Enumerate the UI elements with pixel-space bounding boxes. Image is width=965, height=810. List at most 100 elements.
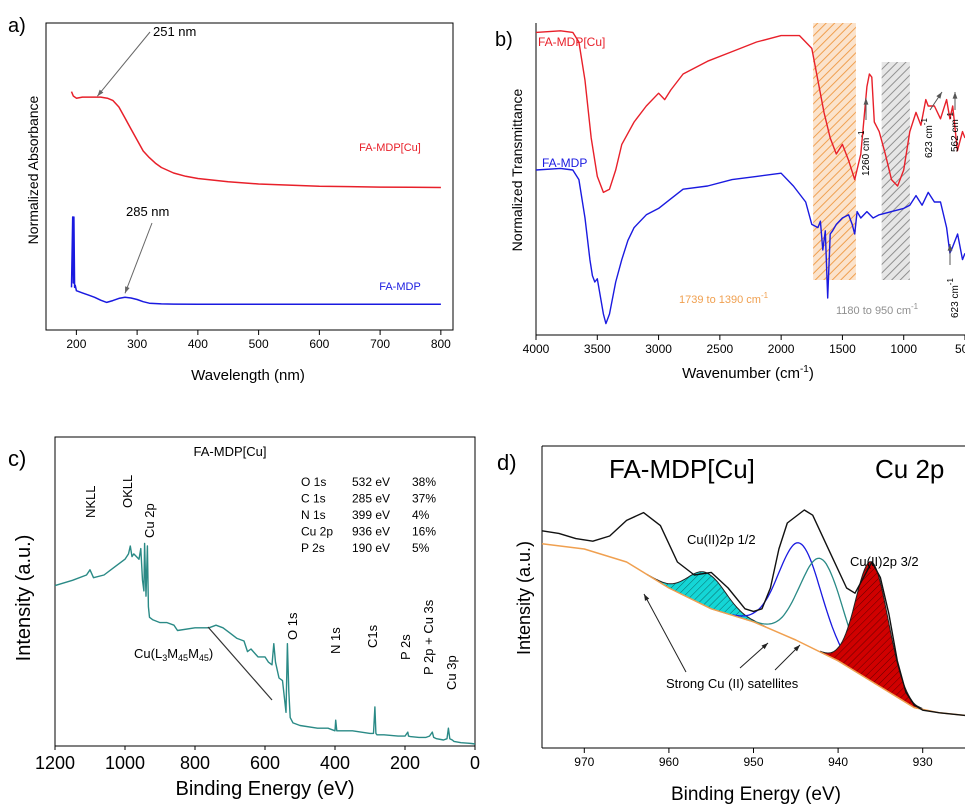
panel-label-a: a) — [8, 15, 26, 37]
d-arrow-sat-2-head — [761, 643, 768, 650]
d-x-tick-label: 930 — [913, 755, 933, 769]
d-label-satellites: Strong Cu (II) satellites — [666, 676, 799, 691]
d-series-background — [541, 543, 965, 717]
d-x-tick-label: 940 — [828, 755, 848, 769]
b-annot-1260: 1260 cm-1 — [857, 130, 872, 176]
c-auger-label: Cu(L3M45M45) — [134, 646, 213, 663]
d-label-p12: Cu(II)2p 1/2 — [687, 532, 756, 547]
panel-a: a) Normalized Absorbance Wavelength (nm)… — [8, 15, 454, 384]
b-series-label-famdp: FA-MDP — [542, 156, 587, 170]
d-peak-0 — [646, 571, 767, 628]
a-x-tick-label: 300 — [127, 337, 147, 351]
d-arrow-sat-1-shaft — [643, 593, 687, 673]
d-x-tick-label: 950 — [743, 755, 763, 769]
d-x-tick-label: 970 — [574, 755, 594, 769]
c-comp-element: N 1s — [301, 508, 326, 522]
d-arrow-sat-1 — [643, 593, 687, 673]
a-arrow-285-head — [125, 286, 130, 294]
c-comp-element: C 1s — [301, 492, 326, 506]
c-xlabel: Binding Energy (eV) — [176, 778, 355, 800]
a-series-label-famdp: FA-MDP — [379, 281, 421, 293]
c-peak-label: P 2p + Cu 3s — [421, 599, 436, 675]
c-series-survey — [54, 542, 476, 745]
panel-label-d: d) — [497, 450, 517, 475]
c-comp-energy: 936 eV — [352, 525, 390, 539]
c-comp-energy: 399 eV — [352, 508, 390, 522]
a-arrow-251-shaft — [96, 31, 151, 97]
panel-c: c) Intensity (a.u.) Binding Energy (eV) … — [8, 436, 480, 800]
b-arrow-623-head — [947, 244, 953, 251]
d-title: FA-MDP[Cu] — [609, 454, 755, 484]
b-annot-623-cu: 623 cm-1 — [920, 118, 935, 158]
c-auger-bracket — [207, 626, 273, 701]
b-xlabel: Wavenumber (cm-1) — [682, 364, 814, 382]
c-peak-label: Cu 2p — [142, 503, 157, 538]
c-peak-label: C1s — [365, 624, 380, 648]
b-annot-562: 562 cm-1 — [946, 112, 961, 152]
c-peak-label: N 1s — [328, 627, 343, 654]
panel-d: d) Intensity (a.u.) Binding Energy (eV) … — [497, 445, 965, 805]
b-x-tick-label: 2500 — [707, 342, 734, 356]
panel-b: b) Normalized Transmittance Wavenumber (… — [495, 23, 965, 382]
c-comp-element: O 1s — [301, 475, 326, 489]
c-peak-label: NKLL — [83, 485, 98, 518]
b-series-famdpcu — [535, 30, 965, 194]
a-x-tick-label: 500 — [249, 337, 269, 351]
c-comp-energy: 190 eV — [352, 541, 390, 555]
a-xlabel: Wavelength (nm) — [191, 367, 305, 384]
a-x-tick-label: 400 — [188, 337, 208, 351]
d-label-p32: Cu(II)2p 3/2 — [850, 554, 919, 569]
a-arrow-251 — [96, 31, 151, 97]
c-comp-element: P 2s — [301, 541, 325, 555]
b-x-tick-label: 2000 — [768, 342, 795, 356]
c-title: FA-MDP[Cu] — [194, 444, 267, 459]
b-band-gray — [881, 62, 910, 280]
a-plot-frame — [45, 22, 454, 331]
b-arrow-1260 — [863, 98, 869, 120]
c-comp-energy: 532 eV — [352, 475, 390, 489]
d-arrow-sat-2 — [739, 642, 769, 669]
b-x-tick-label: 4000 — [523, 342, 550, 356]
panel-label-c: c) — [8, 446, 26, 471]
c-comp-percent: 38% — [412, 475, 436, 489]
a-x-tick-label: 800 — [431, 337, 451, 351]
b-x-tick-label: 1500 — [829, 342, 856, 356]
d-ylabel: Intensity (a.u.) — [514, 541, 534, 655]
b-x-tick-label: 3000 — [645, 342, 672, 356]
b-arrow-562-head — [952, 92, 958, 99]
b-annot-623: 623 cm-1 — [946, 278, 961, 318]
b-series-label-famdpcu: FA-MDP[Cu] — [538, 35, 605, 49]
d-subtitle: Cu 2p — [875, 454, 944, 484]
a-series-famdp — [70, 216, 441, 306]
a-series-label-famdpcu: FA-MDP[Cu] — [359, 142, 421, 154]
c-comp-percent: 5% — [412, 541, 430, 555]
b-arrow-623-cu — [929, 91, 943, 111]
b-band-orange — [813, 23, 856, 280]
d-arrow-sat-3-head — [793, 645, 800, 652]
a-arrow-251-head — [97, 89, 104, 97]
b-ylabel: Normalized Transmittance — [509, 88, 525, 251]
c-comp-percent: 16% — [412, 525, 436, 539]
c-x-tick-label: 600 — [250, 753, 280, 773]
c-peak-label: Cu 3p — [444, 655, 459, 690]
d-xlabel: Binding Energy (eV) — [671, 784, 841, 805]
c-peak-label: P 2s — [398, 634, 413, 660]
a-series-famdpcu — [70, 91, 441, 189]
d-x-tick-label: 960 — [659, 755, 679, 769]
a-x-tick-label: 600 — [309, 337, 329, 351]
c-comp-percent: 4% — [412, 508, 430, 522]
c-peak-label: OKLL — [120, 475, 135, 508]
c-x-tick-label: 400 — [320, 753, 350, 773]
b-series-famdp — [535, 167, 965, 325]
a-x-tick-label: 200 — [66, 337, 86, 351]
a-ylabel: Normalized Absorbance — [25, 95, 41, 244]
c-comp-energy: 285 eV — [352, 492, 390, 506]
b-x-tick-label: 3500 — [584, 342, 611, 356]
c-x-tick-label: 1200 — [35, 753, 75, 773]
b-x-tick-label: 1000 — [890, 342, 917, 356]
b-x-tick-label: 500 — [955, 342, 965, 356]
c-peak-label: O 1s — [285, 612, 300, 640]
b-arrow-562 — [952, 92, 958, 110]
a-arrow-285-shaft — [124, 222, 153, 294]
d-arrow-sat-1-head — [644, 594, 650, 601]
